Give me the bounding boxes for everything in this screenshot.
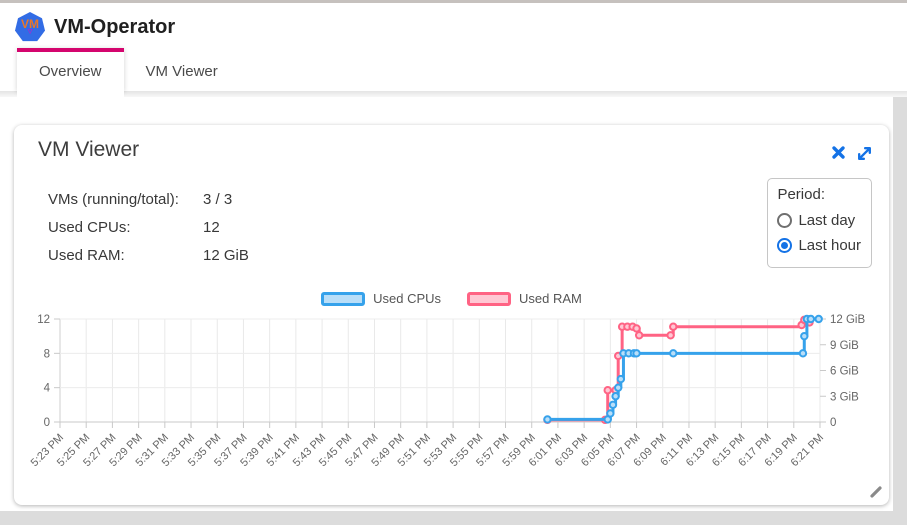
radio-label: Last hour bbox=[798, 237, 861, 254]
legend-item-cpus[interactable]: Used CPUs bbox=[321, 291, 441, 306]
card-title: VM Viewer bbox=[38, 138, 140, 161]
tab-label: VM Viewer bbox=[145, 63, 218, 80]
overview-panel: VM Viewer VMs (running/total): 3 / 3 Use… bbox=[0, 97, 893, 511]
logo-glyph: ▽ bbox=[27, 29, 33, 35]
svg-text:0: 0 bbox=[44, 417, 50, 429]
app-logo-icon: VM ▽ bbox=[15, 12, 45, 42]
svg-text:3 GiB: 3 GiB bbox=[830, 391, 859, 403]
tab-label: Overview bbox=[39, 63, 102, 80]
tab-bar: Overview VM Viewer bbox=[0, 48, 907, 98]
stat-label: Used RAM: bbox=[48, 246, 125, 264]
stat-row-vms: VMs (running/total): 3 / 3 bbox=[48, 185, 249, 213]
stat-label: Used CPUs: bbox=[48, 218, 131, 236]
legend-item-ram[interactable]: Used RAM bbox=[467, 291, 582, 306]
vm-viewer-card: VM Viewer VMs (running/total): 3 / 3 Use… bbox=[14, 125, 889, 505]
radio-icon-checked[interactable] bbox=[777, 238, 793, 253]
svg-text:0: 0 bbox=[830, 417, 836, 429]
radio-last-hour[interactable]: Last hour bbox=[777, 233, 861, 258]
stat-label: VMs (running/total): bbox=[48, 190, 179, 208]
svg-text:4: 4 bbox=[44, 383, 51, 395]
stat-value: 12 bbox=[203, 218, 220, 236]
legend-label: Used RAM bbox=[519, 291, 582, 306]
expand-icon[interactable] bbox=[856, 145, 873, 162]
tab-vm-viewer[interactable]: VM Viewer bbox=[124, 48, 240, 91]
stat-row-cpus: Used CPUs: 12 bbox=[48, 213, 249, 241]
app-title: VM-Operator bbox=[54, 15, 176, 38]
svg-text:9 GiB: 9 GiB bbox=[830, 340, 859, 352]
tab-panel-divider bbox=[0, 91, 907, 97]
chart-legend: Used CPUs Used RAM bbox=[14, 291, 889, 306]
chart-canvas: 5:23 PM5:25 PM5:27 PM5:29 PM5:31 PM5:33 … bbox=[29, 314, 866, 469]
vm-stats: VMs (running/total): 3 / 3 Used CPUs: 12… bbox=[48, 185, 249, 269]
svg-text:12: 12 bbox=[37, 314, 50, 326]
tab-overview[interactable]: Overview bbox=[17, 48, 124, 98]
stat-value: 3 / 3 bbox=[203, 190, 233, 208]
brand: VM ▽ VM-Operator bbox=[0, 3, 907, 48]
usage-chart: 5:23 PM 5:25 PM 5:27 PM 5:29 PM 5:31 PM 5:33 … bbox=[14, 308, 889, 505]
logo-text: VM bbox=[21, 17, 39, 31]
svg-text:8: 8 bbox=[44, 348, 50, 360]
legend-swatch bbox=[467, 291, 512, 306]
resize-handle-icon[interactable] bbox=[869, 485, 883, 499]
legend-swatch bbox=[321, 291, 366, 306]
card-actions bbox=[831, 145, 873, 162]
stat-row-ram: Used RAM: 12 GiB bbox=[48, 241, 249, 269]
radio-last-day[interactable]: Last day bbox=[777, 208, 861, 233]
radio-icon[interactable] bbox=[777, 213, 793, 228]
app-header: VM ▽ VM-Operator Overview VM Viewer bbox=[0, 3, 907, 98]
period-label: Period: bbox=[777, 186, 825, 203]
window-top-bar bbox=[0, 0, 907, 3]
radio-label: Last day bbox=[798, 212, 856, 229]
svg-text:6 GiB: 6 GiB bbox=[830, 366, 859, 378]
svg-text:12 GiB: 12 GiB bbox=[830, 314, 865, 326]
period-selector: Period: Last day Last hour bbox=[767, 178, 872, 268]
legend-label: Used CPUs bbox=[373, 291, 442, 306]
stat-value: 12 GiB bbox=[203, 246, 249, 264]
close-icon[interactable] bbox=[831, 145, 846, 160]
